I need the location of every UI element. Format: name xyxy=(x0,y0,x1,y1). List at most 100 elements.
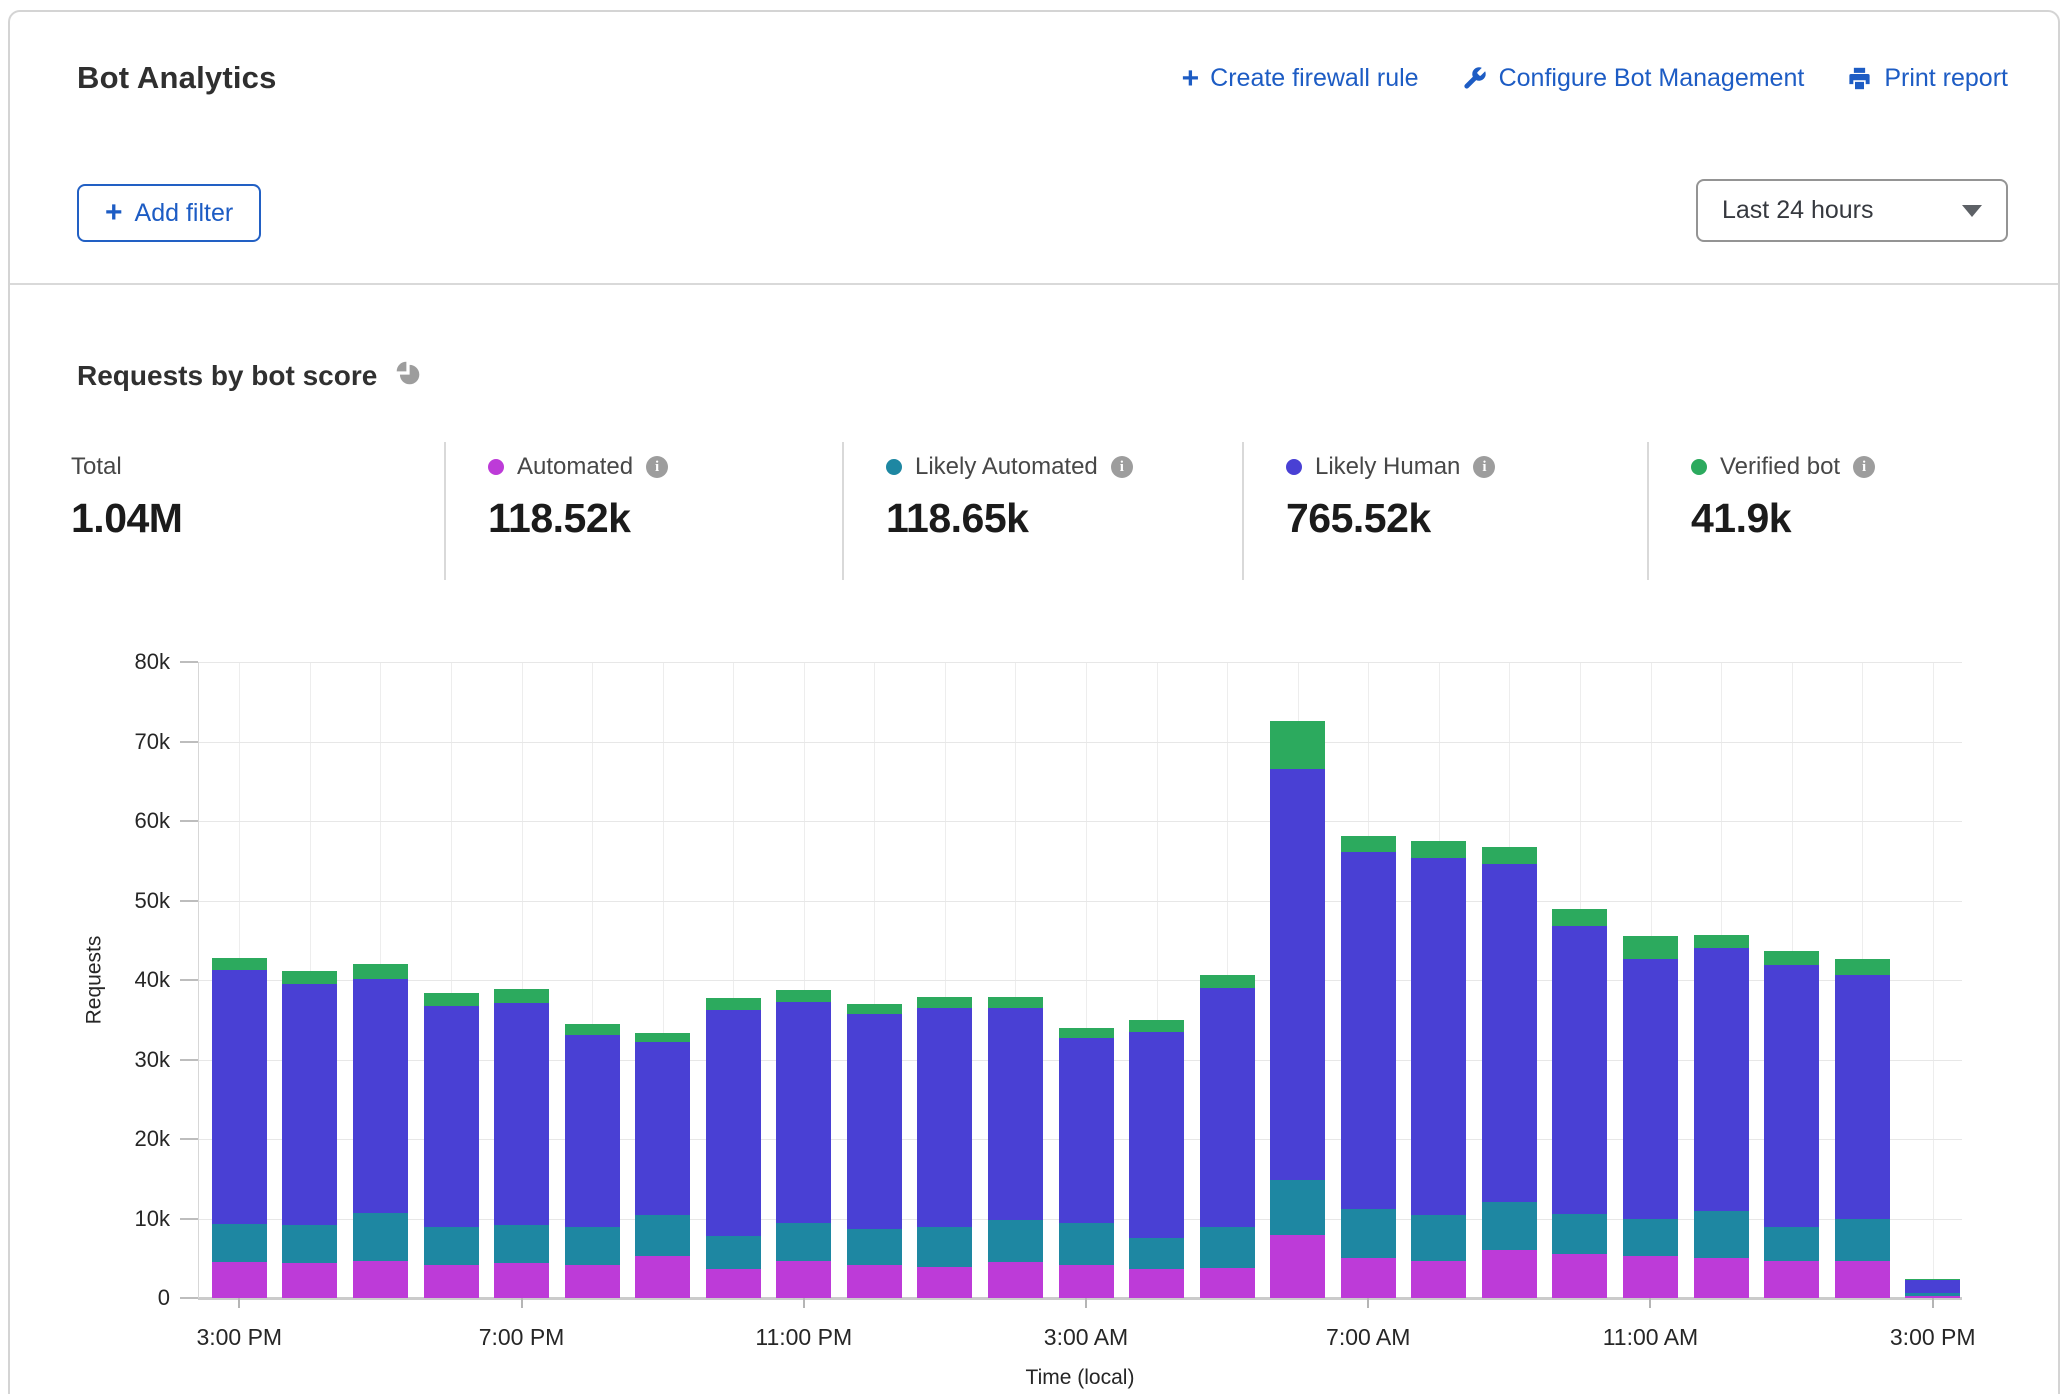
bar-segment-likely-automated xyxy=(494,1225,549,1263)
y-tick-label: 50k xyxy=(50,888,170,914)
y-tick-label: 10k xyxy=(50,1206,170,1232)
bar-segment-likely-automated xyxy=(1411,1215,1466,1260)
bar-segment-likely-human xyxy=(565,1035,620,1227)
bar-segment-verified-bot xyxy=(1200,975,1255,988)
y-tick-label: 40k xyxy=(50,967,170,993)
bar-segment-automated xyxy=(1270,1235,1325,1298)
y-axis-line xyxy=(198,662,199,1298)
bar-segment-automated xyxy=(1341,1258,1396,1299)
bar-segment-likely-human xyxy=(1270,769,1325,1180)
x-tick-label: 3:00 AM xyxy=(1044,1324,1128,1351)
requests-chart: Requests 010k20k30k40k50k60k70k80k3:00 P… xyxy=(10,12,2058,1394)
y-tick-mark xyxy=(180,661,198,663)
bar-segment-verified-bot xyxy=(1905,1279,1960,1280)
bar-segment-likely-automated xyxy=(212,1224,267,1262)
horizontal-gridline xyxy=(198,662,1962,663)
bar-segment-automated xyxy=(1482,1250,1537,1299)
bar-segment-verified-bot xyxy=(1552,909,1607,926)
bar-segment-likely-automated xyxy=(1623,1219,1678,1256)
bar-segment-likely-automated xyxy=(1552,1214,1607,1254)
y-tick-label: 30k xyxy=(50,1047,170,1073)
x-tick-label: 7:00 AM xyxy=(1326,1324,1410,1351)
bar-segment-verified-bot xyxy=(565,1024,620,1035)
bar-segment-likely-human xyxy=(494,1003,549,1225)
y-tick-mark xyxy=(180,741,198,743)
bar-segment-verified-bot xyxy=(494,989,549,1003)
y-tick-label: 70k xyxy=(50,729,170,755)
bar-segment-likely-automated xyxy=(424,1226,479,1265)
bar-segment-verified-bot xyxy=(1059,1028,1114,1038)
bar-segment-likely-automated xyxy=(1835,1219,1890,1260)
bar-segment-likely-automated xyxy=(917,1227,972,1267)
bar-segment-automated xyxy=(847,1265,902,1298)
bar-segment-likely-automated xyxy=(565,1227,620,1265)
bar-segment-automated xyxy=(565,1265,620,1298)
bar-segment-automated xyxy=(706,1269,761,1298)
horizontal-gridline xyxy=(198,821,1962,822)
x-tick-label: 3:00 PM xyxy=(1890,1324,1976,1351)
bar-segment-likely-human xyxy=(917,1008,972,1227)
bar-segment-verified-bot xyxy=(282,971,337,985)
bar-segment-verified-bot xyxy=(1694,935,1749,949)
bar-segment-likely-human xyxy=(1764,965,1819,1227)
y-tick-mark xyxy=(180,900,198,902)
y-tick-label: 20k xyxy=(50,1126,170,1152)
bar-segment-likely-human xyxy=(635,1042,690,1215)
bar-segment-likely-human xyxy=(988,1008,1043,1220)
bar-segment-automated xyxy=(1835,1261,1890,1298)
bar-segment-automated xyxy=(1694,1258,1749,1299)
bar-segment-likely-automated xyxy=(847,1229,902,1265)
x-tick-mark xyxy=(1085,1298,1087,1308)
bar-segment-likely-human xyxy=(1341,852,1396,1209)
bar-segment-verified-bot xyxy=(1623,936,1678,959)
bar-segment-verified-bot xyxy=(847,1004,902,1014)
y-tick-label: 60k xyxy=(50,808,170,834)
bar-segment-likely-automated xyxy=(1341,1209,1396,1258)
bar-segment-likely-automated xyxy=(282,1225,337,1263)
x-tick-label: 7:00 PM xyxy=(479,1324,565,1351)
bar-segment-verified-bot xyxy=(1764,951,1819,965)
x-tick-mark xyxy=(1649,1298,1651,1308)
x-tick-mark xyxy=(1932,1298,1934,1308)
bar-segment-automated xyxy=(917,1267,972,1298)
bar-segment-automated xyxy=(1764,1261,1819,1298)
bar-segment-verified-bot xyxy=(776,990,831,1001)
bar-segment-automated xyxy=(1623,1256,1678,1298)
bar-segment-verified-bot xyxy=(424,993,479,1007)
x-tick-label: 3:00 PM xyxy=(196,1324,282,1351)
bar-segment-likely-automated xyxy=(1270,1180,1325,1236)
bar-segment-verified-bot xyxy=(1411,841,1466,858)
bar-segment-likely-automated xyxy=(706,1236,761,1269)
bar-segment-likely-human xyxy=(1552,926,1607,1214)
bar-segment-likely-human xyxy=(706,1010,761,1236)
bar-segment-automated xyxy=(494,1263,549,1298)
x-tick-mark xyxy=(521,1298,523,1308)
bot-analytics-card: Bot Analytics + Create firewall rule Con… xyxy=(8,10,2060,1394)
bar-segment-likely-human xyxy=(353,979,408,1213)
bar-segment-likely-human xyxy=(1059,1038,1114,1223)
y-tick-mark xyxy=(180,979,198,981)
bar-segment-likely-human xyxy=(847,1014,902,1229)
bar-segment-likely-automated xyxy=(1694,1211,1749,1258)
bar-segment-verified-bot xyxy=(212,958,267,970)
bar-segment-likely-human xyxy=(1129,1032,1184,1238)
bar-segment-likely-automated xyxy=(1200,1227,1255,1268)
y-tick-mark xyxy=(180,1059,198,1061)
x-tick-mark xyxy=(1367,1298,1369,1308)
bar-segment-automated xyxy=(282,1263,337,1298)
horizontal-gridline xyxy=(198,742,1962,743)
bar-segment-likely-human xyxy=(1694,948,1749,1210)
bar-segment-automated xyxy=(1552,1254,1607,1299)
bar-segment-automated xyxy=(776,1261,831,1298)
bar-segment-automated xyxy=(1059,1265,1114,1298)
bar-segment-verified-bot xyxy=(1482,847,1537,864)
y-tick-mark xyxy=(180,1297,198,1299)
bar-segment-likely-automated xyxy=(988,1220,1043,1262)
bar-segment-verified-bot xyxy=(1835,959,1890,975)
bar-segment-likely-automated xyxy=(1482,1202,1537,1250)
bar-segment-automated xyxy=(424,1265,479,1298)
y-tick-mark xyxy=(180,1138,198,1140)
x-axis-title: Time (local) xyxy=(198,1366,1962,1390)
bar-segment-likely-automated xyxy=(1905,1293,1960,1296)
bar-segment-likely-automated xyxy=(1764,1226,1819,1260)
